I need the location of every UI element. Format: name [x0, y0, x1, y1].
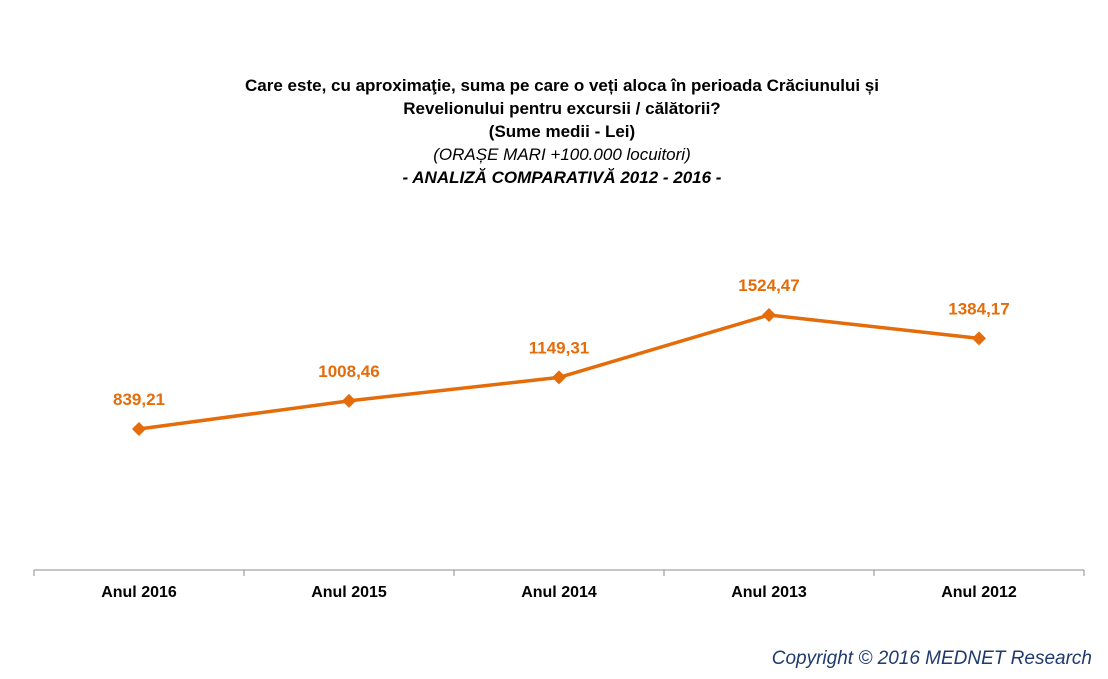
data-point-marker: [552, 370, 566, 385]
data-label: 839,21: [113, 390, 165, 409]
data-label: 1524,47: [738, 276, 799, 295]
data-point-marker: [762, 308, 776, 322]
chart-subtitle: (ORAȘE MARI +100.000 locuitori): [433, 145, 691, 164]
chart-title-block: Care este, cu aproximaţie, suma pe care …: [0, 74, 1108, 189]
x-tick-label: Anul 2016: [101, 584, 177, 601]
chart-title-units: (Sume medii - Lei): [488, 122, 636, 141]
copyright-text: Copyright © 2016 MEDNET Research: [771, 648, 1092, 669]
chart-analysis-label: - ANALIZĂ COMPARATIVĂ 2012 - 2016 -: [402, 168, 722, 187]
data-point-marker: [342, 393, 356, 408]
x-tick-label: Anul 2014: [521, 584, 597, 601]
chart-title-line-2: Revelionului pentru excursii / călătorii…: [403, 99, 721, 118]
data-label: 1384,17: [948, 299, 1009, 318]
data-point-marker: [132, 422, 146, 436]
x-tick-label: Anul 2015: [311, 584, 387, 601]
data-label: 1149,31: [529, 338, 590, 357]
data-label: 1008,46: [318, 362, 379, 381]
x-tick-label: Anul 2012: [941, 584, 1017, 601]
x-tick-label: Anul 2013: [731, 584, 807, 601]
data-point-marker: [972, 331, 986, 346]
chart-title-line-1: Care este, cu aproximaţie, suma pe care …: [245, 76, 879, 95]
